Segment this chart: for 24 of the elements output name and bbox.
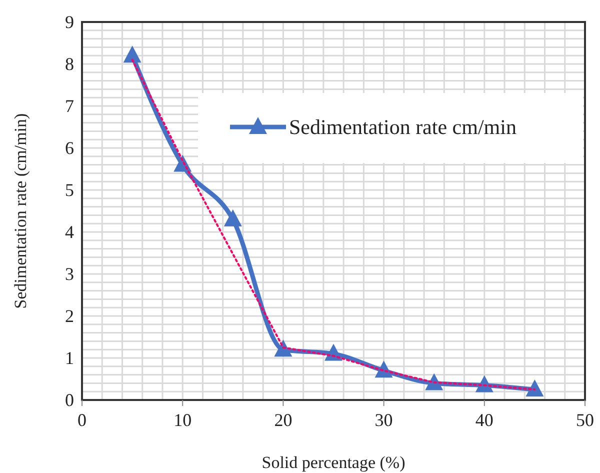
y-tick-label: 9 — [65, 12, 74, 32]
x-tick-label: 0 — [78, 410, 86, 430]
y-tick-label: 6 — [65, 138, 74, 158]
point — [123, 46, 142, 63]
point — [526, 380, 544, 396]
y-tick-label: 4 — [65, 222, 74, 242]
x-tick-label: 30 — [374, 410, 393, 430]
x-tick-label: 10 — [174, 410, 192, 430]
y-tick-label: 8 — [65, 54, 74, 74]
point — [274, 340, 292, 357]
y-tick-label: 1 — [65, 348, 74, 368]
y-tick-label: 7 — [65, 96, 74, 116]
y-axis-title: Sedimentation rate (cm/min) — [11, 113, 30, 309]
y-tick-label: 3 — [65, 264, 74, 284]
point — [475, 375, 494, 392]
y-tick-label: 0 — [65, 390, 74, 410]
y-tick-label: 2 — [65, 306, 74, 326]
legend-label: Sedimentation rate cm/min — [289, 115, 517, 139]
point — [224, 209, 242, 226]
x-tick-label: 20 — [274, 410, 292, 430]
x-tick-label: 40 — [475, 410, 494, 430]
x-tick-label: 50 — [576, 410, 594, 430]
x-axis-title: Solid percentage (%) — [262, 453, 406, 472]
y-tick-label: 5 — [65, 180, 74, 200]
